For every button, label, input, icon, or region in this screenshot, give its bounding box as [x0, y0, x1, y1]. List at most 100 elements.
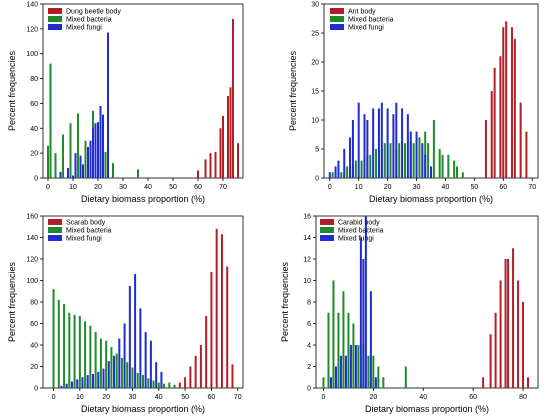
- bar-fungi: [86, 375, 89, 388]
- bar-body: [504, 259, 507, 388]
- bar-bacteria: [367, 355, 370, 388]
- bar-body: [507, 259, 510, 388]
- bar-fungi: [74, 153, 77, 178]
- bar-bacteria: [126, 362, 129, 388]
- bar-body: [219, 128, 222, 178]
- bar-bacteria: [137, 169, 139, 178]
- bar-fungi: [81, 377, 84, 388]
- bar-bacteria: [73, 314, 76, 388]
- bar-bacteria: [54, 153, 57, 178]
- y-tick-label: 14: [303, 235, 311, 242]
- bar-bacteria: [99, 338, 102, 388]
- bar-bacteria: [157, 382, 160, 388]
- bar-fungi: [362, 259, 365, 388]
- bar-body: [184, 377, 187, 388]
- y-tick-label: 120: [26, 26, 38, 33]
- bar-bacteria: [147, 378, 150, 388]
- legend-label: Ant body: [348, 9, 376, 16]
- y-tick-label: 20: [311, 60, 319, 67]
- bar-bacteria: [62, 134, 64, 178]
- bar-body: [517, 280, 520, 388]
- legend-swatch-fungi: [48, 235, 62, 241]
- chart-panel-4: 0 20 40 60 80 0 2 4 6 8 10 12 14 16 Dietary biomass pr…: [280, 214, 539, 414]
- bar-fungi: [349, 345, 352, 388]
- y-axis-label: Percent frequencies: [7, 50, 17, 131]
- x-axis-label: Dietary biomass proportion (%): [81, 194, 205, 204]
- bar-fungi: [59, 171, 62, 178]
- bar-body: [484, 120, 487, 178]
- bar-body: [226, 266, 229, 388]
- bar-bacteria: [352, 323, 355, 388]
- y-tick-label: 10: [303, 278, 311, 285]
- legend-label: Mixed bacteria: [348, 17, 394, 24]
- legend-label: Mixed bacteria: [66, 17, 112, 24]
- bar-bacteria: [322, 377, 325, 388]
- bar-fungi: [415, 131, 418, 178]
- bar-fungi: [374, 377, 377, 388]
- bar-body: [199, 345, 202, 388]
- bar-bacteria: [163, 383, 166, 388]
- bar-body: [229, 87, 232, 178]
- bar-fungi: [155, 362, 158, 388]
- bar-bacteria: [372, 355, 375, 388]
- y-tick-label: 80: [30, 76, 38, 83]
- bar-body: [237, 143, 239, 178]
- bar-body: [527, 377, 530, 388]
- bar-body: [222, 115, 224, 178]
- y-tick-label: 60: [30, 321, 38, 328]
- bar-fungi: [351, 120, 354, 178]
- bar-fungi: [70, 381, 73, 388]
- legend-swatch-bacteria: [48, 16, 62, 22]
- x-tick-label: 0: [328, 184, 332, 191]
- bar-fungi: [92, 374, 94, 388]
- bar-bacteria: [389, 143, 392, 178]
- bar-fungi: [97, 371, 100, 388]
- bar-bacteria: [63, 304, 66, 388]
- legend-swatch-fungi: [330, 24, 344, 30]
- bar-fungi: [76, 379, 79, 388]
- bar-fungi: [343, 149, 346, 178]
- bar-body: [525, 131, 528, 178]
- bar-body: [231, 364, 234, 388]
- legend-swatch-bacteria: [320, 227, 334, 233]
- bar-bacteria: [377, 366, 380, 388]
- bar-bacteria: [49, 63, 52, 178]
- bar-fungi: [72, 175, 74, 178]
- bar-bacteria: [47, 145, 49, 178]
- bar-fungi: [118, 338, 121, 388]
- y-tick-label: 30: [311, 2, 319, 9]
- legend-label: Carabid body: [338, 220, 380, 227]
- y-tick-label: 0: [315, 176, 319, 183]
- bar-body: [194, 355, 197, 388]
- bar-bacteria: [94, 332, 97, 388]
- bar-fungi: [102, 114, 104, 178]
- y-tick-label: 0: [34, 386, 38, 393]
- bar-body: [209, 153, 212, 178]
- bar-bacteria: [360, 160, 363, 178]
- legend-swatch-body: [330, 8, 344, 14]
- legend-label: Mixed bacteria: [66, 228, 112, 235]
- bar-bacteria: [112, 163, 114, 178]
- bar-body: [210, 271, 213, 388]
- bar-fungi: [424, 154, 427, 178]
- bar-bacteria: [404, 366, 407, 388]
- legend-label: Scarab body: [66, 220, 106, 227]
- bar-fungi: [65, 383, 68, 388]
- y-tick-label: 20: [30, 151, 38, 158]
- bar-fungi: [406, 114, 409, 178]
- x-tick-label: 0: [322, 394, 326, 401]
- bar-fungi: [102, 368, 105, 388]
- bar-bacteria: [78, 315, 81, 388]
- x-tick-label: 40: [442, 184, 450, 191]
- bar-fungi: [366, 120, 369, 178]
- bar-body: [512, 248, 515, 388]
- bar-fungi: [139, 308, 142, 388]
- bar-bacteria: [447, 154, 450, 178]
- x-tick-label: 10: [69, 184, 77, 191]
- bar-fungi: [363, 114, 366, 178]
- bar-bacteria: [331, 172, 334, 178]
- y-tick-label: 2: [307, 364, 311, 371]
- bar-bacteria: [340, 172, 343, 178]
